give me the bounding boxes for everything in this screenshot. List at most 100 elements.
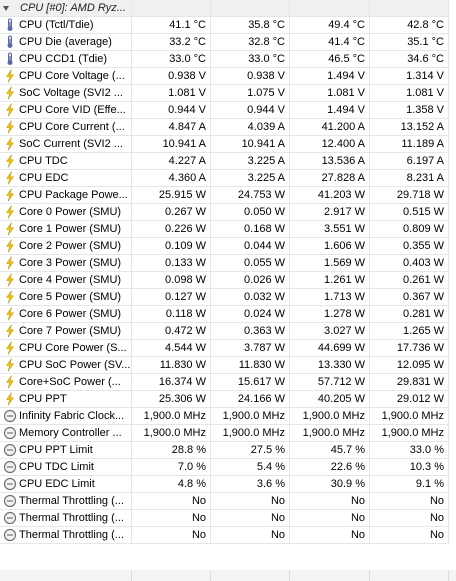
clock-icon (3, 528, 17, 542)
sensor-name-cell: Core 5 Power (SMU) (0, 289, 132, 306)
sensor-row[interactable]: CPU Core Voltage (... 0.938 V 0.938 V 1.494… (0, 68, 456, 85)
footer-segment (370, 570, 449, 581)
current-value: 0.226 W (132, 221, 211, 238)
min-value: 3.6 % (211, 476, 290, 493)
sensor-name-cell: Thermal Throttling (... (0, 493, 132, 510)
sensor-name-cell: Core 1 Power (SMU) (0, 221, 132, 238)
current-value: No (132, 527, 211, 544)
sensor-row[interactable]: Thermal Throttling (... No No No No (0, 510, 456, 527)
min-value: 0.032 W (211, 289, 290, 306)
lightning-icon (6, 392, 14, 406)
average-value: 1.358 V (370, 102, 449, 119)
current-value: 0.472 W (132, 323, 211, 340)
average-value: 6.197 A (370, 153, 449, 170)
current-value: 0.098 W (132, 272, 211, 289)
sensor-name: Core 6 Power (SMU) (19, 308, 122, 320)
sensor-row[interactable]: Core+SoC Power (... 16.374 W 15.617 W 57.71… (0, 374, 456, 391)
sensor-row[interactable]: CPU (Tctl/Tdie) 41.1 °C 35.8 °C 49.4 °C 42.8… (0, 17, 456, 34)
sensor-row[interactable]: CPU Core VID (Effe... 0.944 V 0.944 V 1.494… (0, 102, 456, 119)
average-value: 0.809 W (370, 221, 449, 238)
sensor-name: CPU Core Voltage (... (19, 70, 125, 82)
min-value: 0.168 W (211, 221, 290, 238)
sensor-row[interactable]: CPU Die (average) 33.2 °C 32.8 °C 41.4 °C 35… (0, 34, 456, 51)
max-value: 2.917 W (290, 204, 370, 221)
sensor-row[interactable]: CPU EDC 4.360 A 3.225 A 27.828 A 8.231 A (0, 170, 456, 187)
footer-segment (132, 570, 211, 581)
sensor-row[interactable]: CPU Package Powe... 25.915 W 24.753 W 41.20… (0, 187, 456, 204)
sensor-row[interactable]: Infinity Fabric Clock... 1,900.0 MHz 1,900… (0, 408, 456, 425)
max-value: 1.081 V (290, 85, 370, 102)
lightning-icon (6, 273, 14, 287)
current-value: 0.944 V (132, 102, 211, 119)
lightning-icon (6, 188, 14, 202)
average-value: 0.367 W (370, 289, 449, 306)
clock-icon (3, 511, 17, 525)
max-value: 46.5 °C (290, 51, 370, 68)
min-value: No (211, 493, 290, 510)
section-header-cpu[interactable]: CPU [#0]: AMD Ryz... (0, 0, 456, 17)
current-value: 1.081 V (132, 85, 211, 102)
max-value: No (290, 527, 370, 544)
header-cell (290, 0, 370, 17)
sensor-name: CPU Die (average) (19, 36, 112, 48)
min-value: 1.075 V (211, 85, 290, 102)
sensor-row[interactable]: CPU TDC Limit 7.0 % 5.4 % 22.6 % 10.3 % (0, 459, 456, 476)
sensor-name-cell: Memory Controller ... (0, 425, 132, 442)
sensor-row[interactable]: CPU EDC Limit 4.8 % 3.6 % 30.9 % 9.1 % (0, 476, 456, 493)
sensor-name: CPU TDC Limit (19, 461, 94, 473)
max-value: No (290, 510, 370, 527)
sensor-name-cell: SoC Voltage (SVI2 ... (0, 85, 132, 102)
section-title: CPU [#0]: AMD Ryz... (20, 2, 126, 14)
lightning-icon (6, 375, 14, 389)
clock-icon (3, 460, 17, 474)
average-value: 0.281 W (370, 306, 449, 323)
section-title-cell: CPU [#0]: AMD Ryz... (0, 0, 132, 17)
sensor-row[interactable]: Thermal Throttling (... No No No No (0, 527, 456, 544)
sensor-row[interactable]: CPU PPT Limit 28.8 % 27.5 % 45.7 % 33.0 % (0, 442, 456, 459)
average-value: 11.189 A (370, 136, 449, 153)
sensor-row[interactable]: CPU CCD1 (Tdie) 33.0 °C 33.0 °C 46.5 °C 34.6… (0, 51, 456, 68)
lightning-icon (6, 307, 14, 321)
sensor-name-cell: CPU Core Voltage (... (0, 68, 132, 85)
sensor-row[interactable]: Thermal Throttling (... No No No No (0, 493, 456, 510)
sensor-row[interactable]: CPU SoC Power (SV... 11.830 W 11.830 W 13.3… (0, 357, 456, 374)
sensor-row[interactable]: CPU TDC 4.227 A 3.225 A 13.536 A 6.197 A (0, 153, 456, 170)
sensor-row[interactable]: CPU PPT 25.306 W 24.166 W 40.205 W 29.012 W (0, 391, 456, 408)
sensor-row[interactable]: SoC Current (SVI2 ... 10.941 A 10.941 A 12.… (0, 136, 456, 153)
sensor-row[interactable]: SoC Voltage (SVI2 ... 1.081 V 1.075 V 1.081… (0, 85, 456, 102)
thermometer-icon (7, 35, 13, 48)
average-value: 34.6 °C (370, 51, 449, 68)
max-value: 1,900.0 MHz (290, 408, 370, 425)
average-value: 9.1 % (370, 476, 449, 493)
current-value: 25.915 W (132, 187, 211, 204)
sensor-row[interactable]: CPU Core Power (S... 4.544 W 3.787 W 44.699… (0, 340, 456, 357)
average-value: 13.152 A (370, 119, 449, 136)
max-value: 13.330 W (290, 357, 370, 374)
collapse-arrow-icon[interactable] (2, 5, 10, 13)
min-value: 0.055 W (211, 255, 290, 272)
min-value: No (211, 510, 290, 527)
min-value: 32.8 °C (211, 34, 290, 51)
sensor-row[interactable]: CPU Core Current (... 4.847 A 4.039 A 41.20… (0, 119, 456, 136)
sensor-name: Core 1 Power (SMU) (19, 223, 122, 235)
sensor-row[interactable]: Memory Controller ... 1,900.0 MHz 1,900.0 … (0, 425, 456, 442)
sensor-name-cell: Thermal Throttling (... (0, 510, 132, 527)
sensor-name-cell: CPU Die (average) (0, 34, 132, 51)
sensor-name: Memory Controller ... (19, 427, 122, 439)
min-value: 33.0 °C (211, 51, 290, 68)
sensor-rows: CPU (Tctl/Tdie) 41.1 °C 35.8 °C 49.4 °C 42.8… (0, 17, 456, 544)
average-value: 1.265 W (370, 323, 449, 340)
footer-segment (290, 570, 370, 581)
sensor-name-cell: Core 4 Power (SMU) (0, 272, 132, 289)
sensor-name-cell: CPU EDC (0, 170, 132, 187)
current-value: 7.0 % (132, 459, 211, 476)
min-value: 10.941 A (211, 136, 290, 153)
